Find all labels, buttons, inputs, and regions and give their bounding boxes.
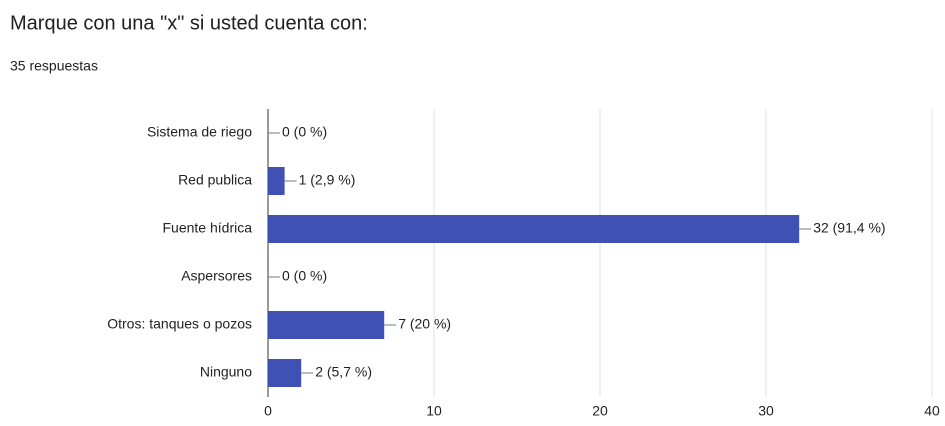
bar: [268, 311, 385, 339]
data-label: 2 (5,7 %): [315, 364, 372, 380]
data-label: 0 (0 %): [282, 124, 327, 140]
y-tick-label: Fuente hídrica: [163, 220, 253, 236]
x-tick-label: 20: [592, 403, 608, 419]
data-label: 1 (2,9 %): [299, 172, 356, 188]
chart-subtitle: 35 respuestas: [10, 58, 98, 74]
y-tick-label: Ninguno: [200, 364, 252, 380]
data-label: 32 (91,4 %): [813, 220, 885, 236]
data-label: 0 (0 %): [282, 268, 327, 284]
bar: [268, 359, 302, 387]
y-tick-label: Sistema de riego: [147, 124, 252, 140]
x-tick-label: 30: [758, 403, 774, 419]
chart-title: Marque con una "x" si usted cuenta con:: [10, 12, 368, 34]
bar: [268, 167, 285, 195]
x-tick-label: 40: [924, 403, 940, 419]
data-label: 7 (20 %): [398, 316, 451, 332]
y-tick-label: Red publica: [178, 172, 252, 188]
y-tick-label: Otros: tanques o pozos: [107, 316, 252, 332]
y-tick-label: Aspersores: [181, 268, 252, 284]
x-tick-label: 10: [426, 403, 442, 419]
x-tick-label: 0: [264, 403, 272, 419]
bar: [268, 215, 800, 243]
